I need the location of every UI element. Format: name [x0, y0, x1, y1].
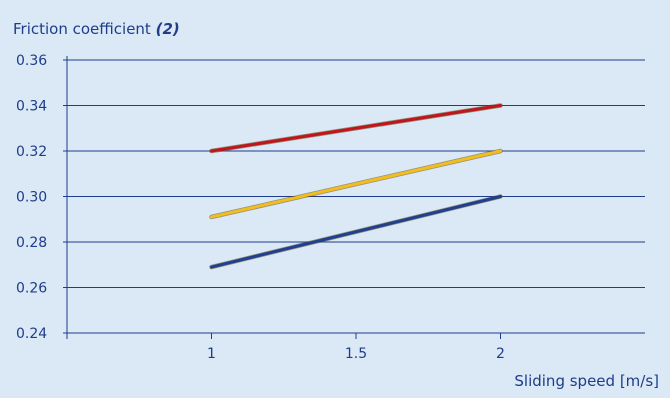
y-tick-label: 0.30 [16, 190, 47, 206]
axes [63, 56, 501, 339]
y-axis-label: Friction coefficient (2) [13, 20, 180, 38]
y-tick-label: 0.32 [16, 144, 47, 160]
x-tick-label: 1.5 [345, 346, 367, 362]
y-axis-label-text: Friction coefficient [13, 20, 151, 38]
y-tick-label: 0.36 [16, 53, 47, 69]
series-line-3 [210, 195, 502, 269]
series-line-2 [210, 149, 502, 219]
x-axis-label: Sliding speed [m/s] [514, 372, 659, 390]
series-line-1 [210, 104, 502, 153]
series-lines [209, 103, 503, 270]
x-tick-label: 2 [496, 346, 505, 362]
tick-labels: 0.36 0.34 0.32 0.30 0.28 0.26 0.24 1 1.5 2 [16, 53, 505, 362]
x-tick-label: 1 [207, 346, 216, 362]
y-tick-label: 0.34 [16, 99, 47, 115]
y-tick-label: 0.24 [16, 326, 47, 342]
y-tick-label: 0.26 [16, 281, 47, 297]
y-tick-label: 0.28 [16, 235, 47, 251]
y-axis-label-note: (2) [155, 20, 180, 38]
grid-lines [67, 59, 645, 334]
